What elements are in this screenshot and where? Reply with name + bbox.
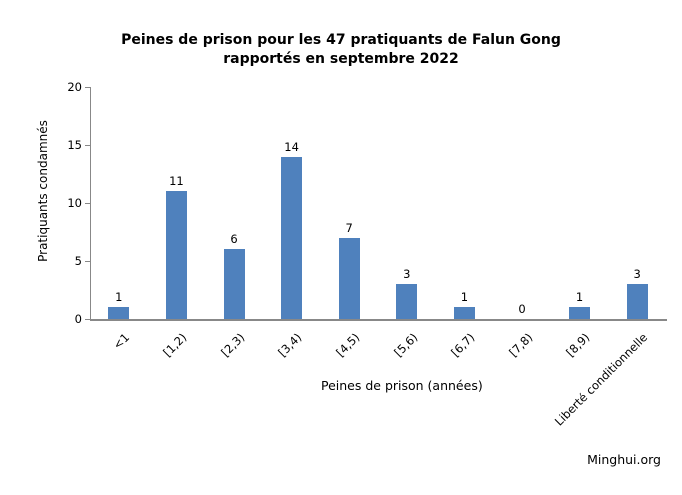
bar-value-label: 1 <box>115 290 123 304</box>
bar <box>108 307 130 319</box>
x-tick-label: [6,7) <box>448 330 478 360</box>
x-tick-label: [5,6) <box>390 330 421 360</box>
bar-value-label: 0 <box>518 302 526 316</box>
bar-value-label: 7 <box>345 221 353 235</box>
y-tick-mark <box>85 318 90 320</box>
bar <box>281 157 303 319</box>
chart-title-line-2: rapportés en septembre 2022 <box>223 51 459 67</box>
x-tick-label: <1 <box>110 330 133 353</box>
bar-value-label: 14 <box>284 140 299 154</box>
y-tick-label: 5 <box>74 254 82 268</box>
bar-value-label: 3 <box>633 267 641 281</box>
y-tick-mark <box>85 144 90 146</box>
x-tick-label: [7,8) <box>506 330 536 360</box>
chart-title-line-1: Peines de prison pour les 47 pratiquants… <box>121 32 561 48</box>
bar-value-label: 3 <box>403 267 411 281</box>
x-tick-label: [4,5) <box>333 330 363 360</box>
bar <box>626 284 648 319</box>
x-tick-label: [2,3) <box>218 330 248 360</box>
y-tick-mark <box>85 260 90 262</box>
bar-value-label: 1 <box>575 290 584 304</box>
y-tick-label: 20 <box>67 80 82 94</box>
x-tick-label: [3,4) <box>275 330 305 360</box>
bar <box>453 307 475 319</box>
y-tick-mark <box>85 86 90 88</box>
bar-value-label: 6 <box>230 232 238 246</box>
x-tick-label: [1,2) <box>160 330 190 360</box>
x-tick-label: [8,9) <box>563 330 593 360</box>
y-tick-label: 15 <box>67 138 82 152</box>
bar <box>223 249 245 319</box>
x-axis-title: Peines de prison (années) <box>321 378 483 393</box>
y-tick-label: 10 <box>67 196 82 210</box>
bar <box>165 191 187 319</box>
bar-value-label: 1 <box>460 290 469 304</box>
source-watermark: Minghui.org <box>587 452 661 467</box>
bar <box>338 238 360 319</box>
bar-value-label: 11 <box>169 174 184 188</box>
plot-area <box>90 87 667 321</box>
chart-title: Peines de prison pour les 47 pratiquants… <box>0 31 682 69</box>
y-tick-mark <box>85 202 90 204</box>
bar <box>569 307 591 319</box>
bar <box>396 284 418 319</box>
y-tick-label: 0 <box>74 312 82 326</box>
